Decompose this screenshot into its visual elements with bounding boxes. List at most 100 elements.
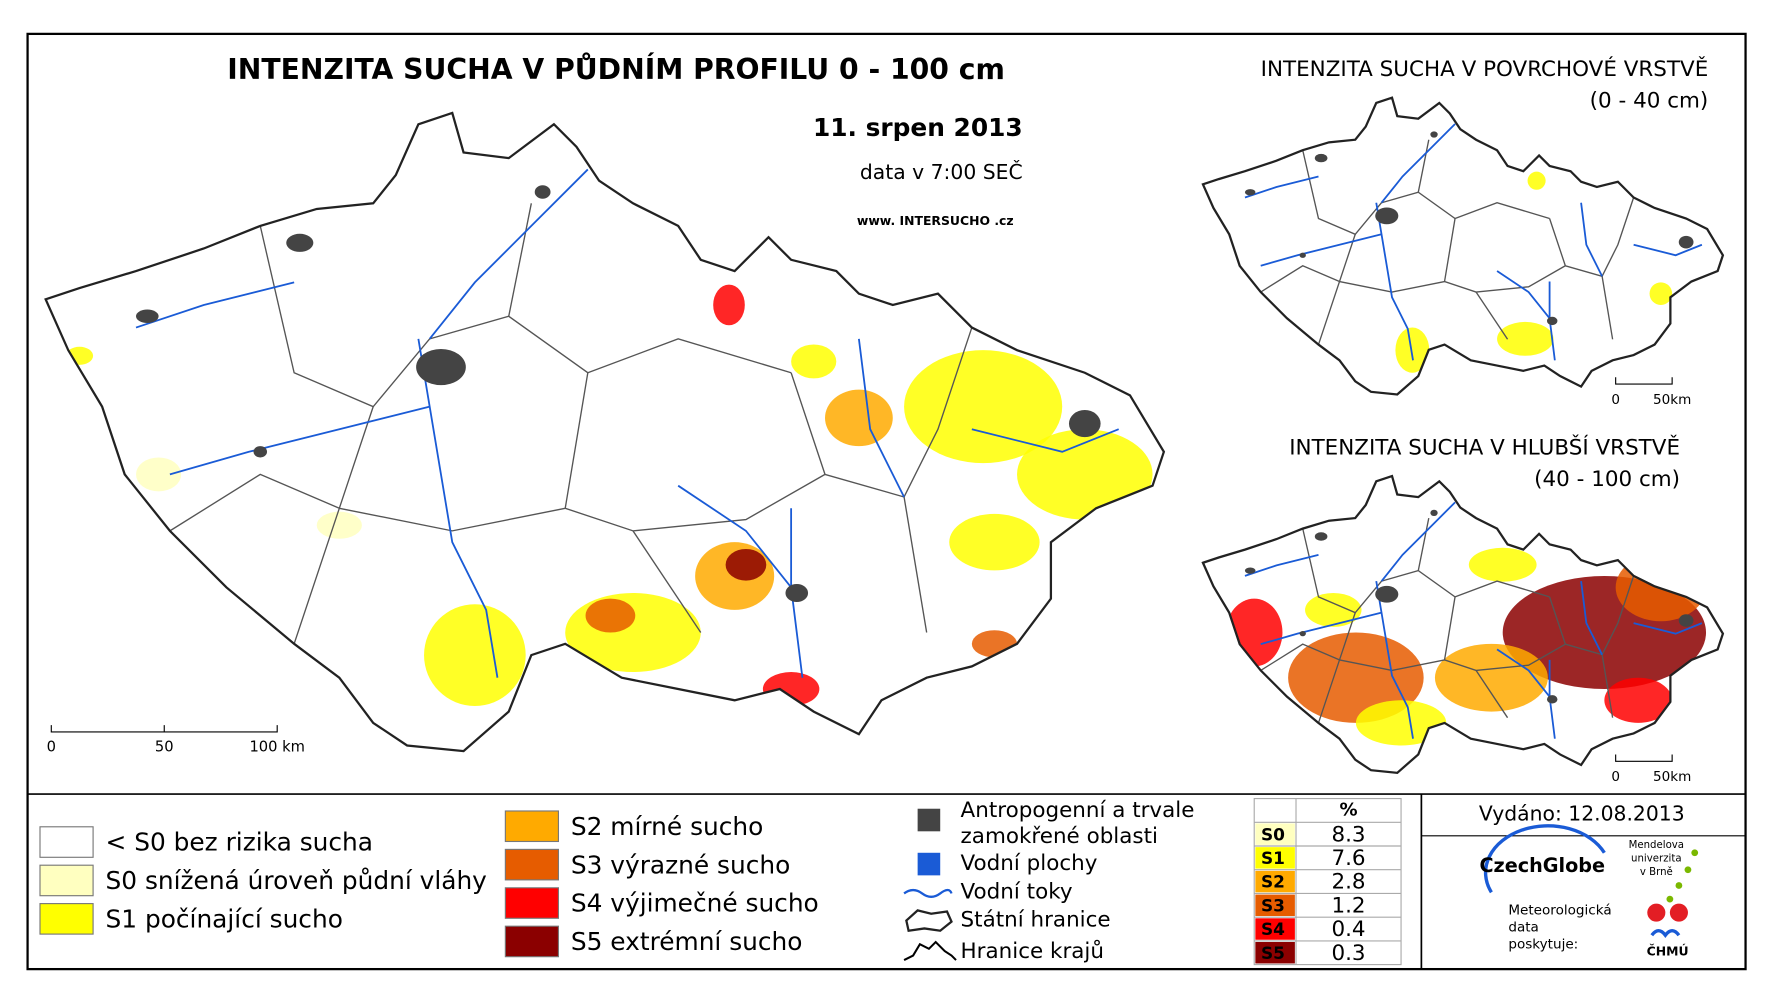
- drought-area: [1017, 429, 1153, 520]
- table-class: S2: [1261, 872, 1285, 892]
- drought-area: [1395, 327, 1430, 373]
- legend-icon: [903, 940, 957, 961]
- anthropogenic-area: [1678, 235, 1694, 249]
- map-content: [1244, 123, 1703, 373]
- main-title: INTENZITA SUCHA V PŮDNÍM PROFILU 0 - 100…: [227, 52, 1005, 86]
- anthropogenic-area: [1546, 695, 1558, 704]
- river: [1380, 123, 1456, 204]
- legend-label: S4 výjimečné sucho: [571, 889, 819, 918]
- drought-area: [316, 511, 362, 539]
- anthropogenic-area: [1678, 614, 1694, 627]
- table-class-cell: [1255, 870, 1295, 893]
- table-class-cell: [1255, 894, 1295, 917]
- legend-label: Antropogenní a trvale: [961, 798, 1195, 823]
- anthropogenic-area: [253, 446, 268, 458]
- drought-area: [825, 389, 893, 447]
- anthropogenic-area: [534, 185, 551, 199]
- logo-dot: [1691, 849, 1699, 857]
- region-border: [1260, 643, 1340, 671]
- website: www. INTERSUCHO .cz: [857, 213, 1014, 228]
- logo-chmu-text: ČHMÚ: [1647, 944, 1689, 959]
- anthropogenic-area: [136, 309, 159, 324]
- region-border: [1601, 654, 1614, 718]
- river: [1375, 202, 1414, 361]
- table-value: 0.4: [1331, 917, 1365, 942]
- scale-label: 50km: [1653, 392, 1691, 408]
- region-border: [632, 530, 702, 633]
- region-border: [259, 225, 431, 408]
- region-border: [1443, 596, 1566, 672]
- inset-title: INTENZITA SUCHA V POVRCHOVÉ VRSTVĚ: [1261, 56, 1709, 82]
- river: [971, 428, 1120, 453]
- table-value: 8.3: [1331, 822, 1365, 847]
- river: [1496, 648, 1551, 698]
- river: [857, 338, 905, 498]
- drought-area: [424, 604, 526, 706]
- anthropogenic-area: [286, 233, 314, 252]
- region-border: [339, 507, 566, 532]
- logo-czechglobe: CzechGlobe: [1479, 854, 1605, 877]
- drought-area: [1527, 171, 1546, 190]
- legend-swatch: [504, 925, 560, 958]
- anthropogenic-area: [1546, 316, 1558, 326]
- anthropogenic-area: [1375, 585, 1399, 603]
- legend: < S0 bez rizika sucha S0 snížená úroveň p…: [39, 794, 1746, 970]
- logo-mendel: univerzita: [1631, 853, 1682, 864]
- table-header: %: [1339, 799, 1357, 820]
- inset-depth: (40 - 100 cm): [1534, 467, 1680, 492]
- legend-icon: [903, 888, 953, 898]
- logo-dot: [1684, 866, 1692, 874]
- river: [1260, 611, 1382, 646]
- inset-title: INTENZITA SUCHA V HLUBŠÍ VRSTVĚ: [1289, 434, 1680, 460]
- logo-dot: [1666, 895, 1674, 903]
- region-border: [1417, 517, 1430, 571]
- drought-area: [1288, 632, 1424, 723]
- logo-provider: Meteorologická: [1508, 902, 1611, 918]
- drought-area: [1434, 643, 1548, 712]
- map: [44, 111, 1165, 753]
- scale-bar: [50, 725, 278, 733]
- legend-label: S3 výrazné sucho: [571, 850, 790, 879]
- river: [1260, 233, 1382, 267]
- logo-dot: [1675, 882, 1683, 889]
- logo-provider: poskytuje:: [1508, 936, 1578, 952]
- scale-bar: [1615, 754, 1673, 762]
- drought-area: [904, 350, 1063, 464]
- map: [1201, 474, 1725, 774]
- maps: 0 50 100 km 0 50km 0 50km: [44, 96, 1725, 785]
- river: [135, 281, 295, 329]
- anthropogenic-area: [416, 349, 466, 386]
- drought-area: [585, 598, 636, 633]
- drought-area: [1305, 592, 1362, 627]
- region-border: [1302, 150, 1383, 236]
- logo-arc: [1483, 824, 1606, 894]
- drought-area: [725, 548, 767, 581]
- drought-area: [791, 344, 837, 379]
- data-time: data v 7:00 SEČ: [860, 159, 1023, 184]
- region-border: [1443, 218, 1566, 293]
- map: [1201, 96, 1725, 396]
- scale-label: 0: [47, 739, 56, 756]
- table-class-cell: [1255, 942, 1295, 964]
- table-class: S1: [1261, 848, 1285, 868]
- river: [169, 405, 430, 476]
- anthropogenic-area: [1068, 410, 1101, 438]
- anthropogenic-area: [1299, 252, 1306, 258]
- legend-label: Státní hranice: [961, 908, 1111, 933]
- scale-label: 0: [1611, 769, 1620, 785]
- table-class: S5: [1261, 943, 1285, 963]
- table-class: S3: [1261, 895, 1285, 915]
- region-border: [169, 473, 340, 532]
- anthropogenic-area: [1430, 509, 1438, 517]
- river: [1244, 175, 1319, 199]
- logo-provider: data: [1508, 919, 1539, 935]
- legend-label: Vodní plochy: [961, 851, 1098, 876]
- river: [428, 168, 589, 340]
- table-class-cell: [1255, 918, 1295, 940]
- anthropogenic-area: [1244, 567, 1256, 574]
- river: [1380, 501, 1456, 582]
- logo-chmu: [1650, 929, 1681, 939]
- legend-label: S5 extrémní sucho: [571, 927, 803, 956]
- anthropogenic-area: [1314, 532, 1328, 541]
- table-class: S4: [1261, 919, 1285, 939]
